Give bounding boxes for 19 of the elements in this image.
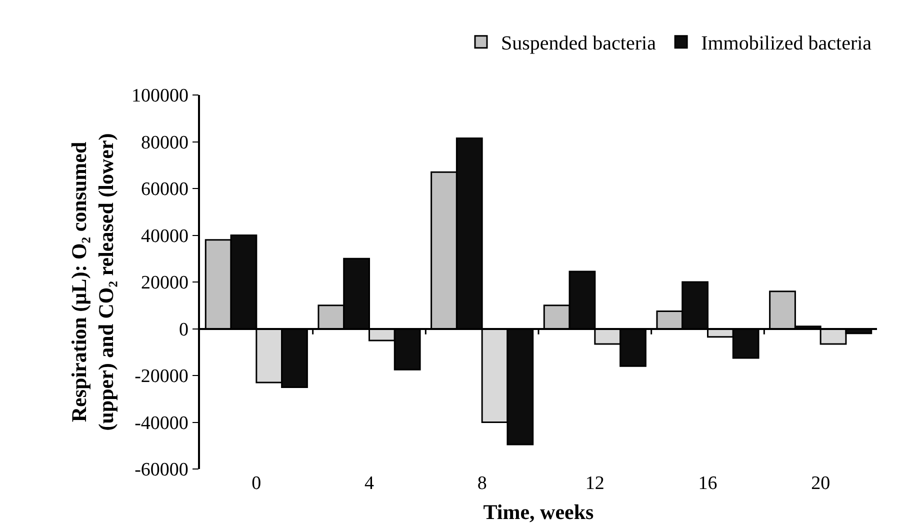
- legend-label: Immobilized bacteria: [701, 32, 872, 55]
- x-tick-label: 4: [364, 473, 374, 494]
- x-tick-label: 20: [811, 473, 830, 494]
- y-tick-label: -20000: [134, 366, 188, 388]
- x-tick-label: 16: [698, 473, 718, 494]
- legend-label: Suspended bacteria: [501, 32, 656, 55]
- x-tick-label: 12: [585, 473, 604, 494]
- x-tick-label: 0: [252, 473, 262, 494]
- y-tick-label: 60000: [140, 179, 188, 200]
- x-axis-title: Time, weeks: [483, 500, 594, 524]
- y-tick-label: 80000: [140, 132, 188, 154]
- y-tick-label: 20000: [140, 272, 188, 294]
- y-tick-label: -40000: [134, 412, 188, 434]
- x-tick-label: 8: [477, 473, 487, 494]
- y-tick-label: 40000: [140, 226, 188, 247]
- y-tick-label: 0: [178, 319, 188, 340]
- y-axis-title: Respiration (µL): O₂ consumed (upper) and CO₂ released (lower): [66, 133, 118, 431]
- y-tick-label: -60000: [134, 460, 188, 481]
- y-tick-label: 100000: [131, 86, 188, 107]
